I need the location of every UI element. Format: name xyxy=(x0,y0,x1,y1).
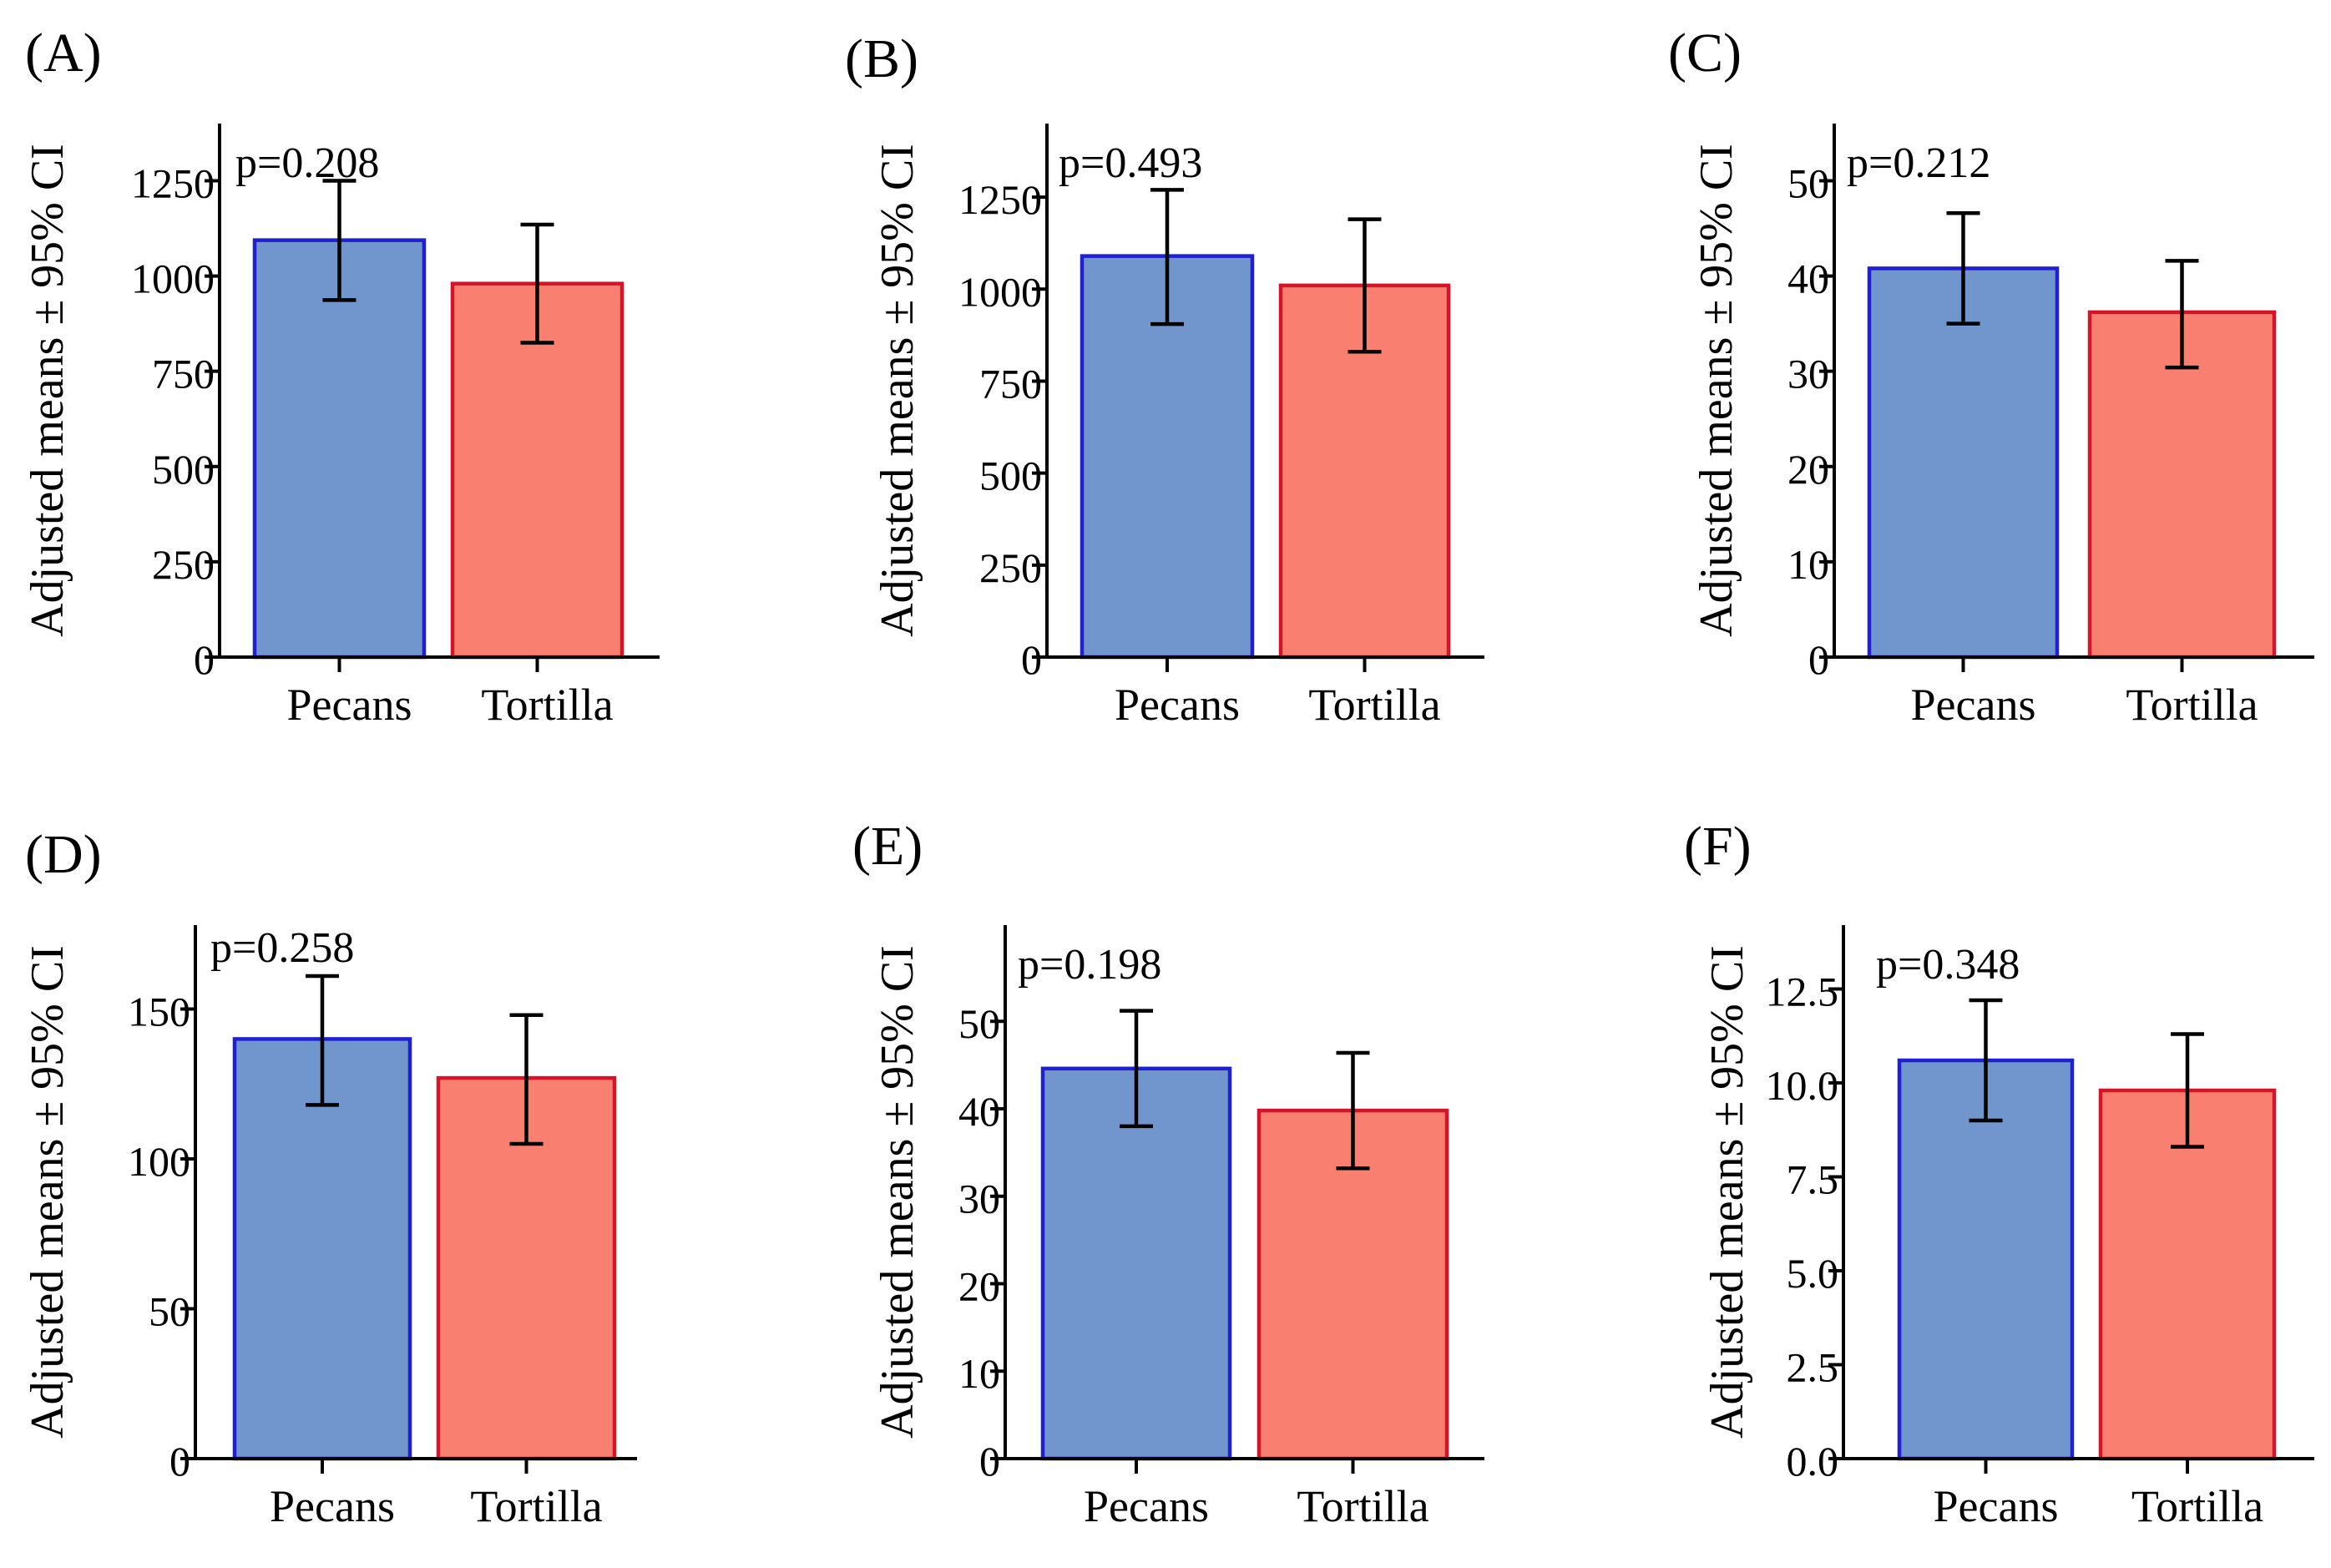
error-bar-pecans xyxy=(1150,188,1184,326)
x-tick-label-pecans: Pecans xyxy=(287,680,412,730)
error-bar-tortilla xyxy=(2171,1032,2204,1149)
y-tick-label: 500 xyxy=(152,446,215,493)
error-bar-pecans xyxy=(306,974,339,1107)
chart-panel-c: (C) Adjusted means ± 95% CI 0 10 20 30 40 50 Pec… xyxy=(1668,23,2314,730)
y-tick-label: 2.5 xyxy=(1787,1344,1839,1391)
error-bar-tortilla xyxy=(2165,259,2199,370)
y-tick-label: 0 xyxy=(1808,636,1829,683)
y-tick-label: 500 xyxy=(979,453,1042,499)
y-axis-title: Adjusted means ± 95% CI xyxy=(22,144,73,637)
y-tick-label: 40 xyxy=(1787,255,1829,302)
x-tick-label-tortilla: Tortilla xyxy=(470,1481,602,1531)
y-tick-label: 30 xyxy=(1787,351,1829,397)
y-tick-label: 20 xyxy=(1787,446,1829,493)
y-tick-label: 7.5 xyxy=(1787,1156,1839,1203)
error-bar-pecans xyxy=(322,179,356,302)
panel-label: (C) xyxy=(1668,23,1742,83)
x-tick-label-tortilla: Tortilla xyxy=(1297,1481,1428,1531)
bar-tortilla xyxy=(450,281,624,660)
y-tick-label: 1250 xyxy=(131,159,215,206)
panel-label: (F) xyxy=(1684,816,1752,877)
chart-panel-e: (E) Adjusted means ± 95% CI 0 10 20 30 40 50 Pec… xyxy=(852,816,1484,1531)
y-tick-label: 100 xyxy=(128,1138,190,1185)
error-bar-tortilla xyxy=(1348,217,1382,354)
bar-pecans xyxy=(1897,1058,2075,1461)
y-tick-label: 10 xyxy=(958,1350,1000,1397)
p-value-annotation: p=0.493 xyxy=(1059,139,1202,187)
x-tick-label-tortilla: Tortilla xyxy=(481,680,613,730)
y-tick-label: 0.0 xyxy=(1787,1438,1839,1485)
y-tick-label: 750 xyxy=(979,360,1042,407)
p-value-annotation: p=0.208 xyxy=(235,139,379,187)
y-tick-label: 0 xyxy=(1021,636,1042,683)
y-tick-label: 40 xyxy=(958,1088,1000,1135)
y-tick-label: 50 xyxy=(1787,159,1829,206)
bar-pecans xyxy=(1867,266,2060,660)
y-axis-title: Adjusted means ± 95% CI xyxy=(22,945,73,1439)
y-tick-label: 250 xyxy=(979,544,1042,591)
y-tick-label: 0 xyxy=(169,1438,190,1485)
chart-panel-d: (D) Adjusted means ± 95% CI 0 50 100 150 Pecan… xyxy=(22,824,637,1531)
bar-tortilla xyxy=(2098,1088,2277,1461)
error-bar-pecans xyxy=(1969,998,2003,1123)
chart-panel-b: (B) Adjusted means ± 95% CI 0 250 500 750 1000… xyxy=(845,28,1484,730)
x-tick-label-pecans: Pecans xyxy=(270,1481,395,1531)
y-tick-label: 1250 xyxy=(958,176,1042,223)
x-tick-label-pecans: Pecans xyxy=(1911,680,2036,730)
y-tick-label: 50 xyxy=(958,1000,1000,1047)
x-tick-label-tortilla: Tortilla xyxy=(1308,680,1440,730)
y-tick-label: 150 xyxy=(128,989,190,1035)
y-tick-label: 12.5 xyxy=(1766,969,1839,1015)
panel-label: (D) xyxy=(25,824,102,885)
panel-label: (B) xyxy=(845,28,918,89)
error-bar-tortilla xyxy=(1336,1050,1370,1171)
p-value-annotation: p=0.198 xyxy=(1018,941,1161,989)
y-tick-label: 30 xyxy=(958,1176,1000,1222)
p-value-annotation: p=0.212 xyxy=(1847,139,1990,187)
chart-panel-f: (F) Adjusted means ± 95% CI 0.0 2.5 5.0 7.5 10… xyxy=(1684,816,2314,1531)
error-bar-pecans xyxy=(1120,1009,1153,1129)
error-bar-tortilla xyxy=(509,1013,544,1146)
x-tick-label-tortilla: Tortilla xyxy=(2131,1481,2263,1531)
error-bar-pecans xyxy=(1946,211,1980,326)
y-tick-label: 20 xyxy=(958,1262,1000,1309)
y-tick-label: 750 xyxy=(152,351,215,397)
x-tick-label-tortilla: Tortilla xyxy=(2126,680,2258,730)
y-tick-label: 50 xyxy=(149,1288,190,1335)
x-tick-label-pecans: Pecans xyxy=(1115,680,1240,730)
x-tick-label-pecans: Pecans xyxy=(1934,1481,2059,1531)
p-value-annotation: p=0.348 xyxy=(1876,941,2020,989)
p-value-annotation: p=0.258 xyxy=(210,924,354,972)
y-axis-title: Adjusted means ± 95% CI xyxy=(1701,945,1753,1439)
y-axis-title: Adjusted means ± 95% CI xyxy=(872,144,923,637)
error-bar-tortilla xyxy=(520,222,554,345)
bar-pecans xyxy=(232,1037,412,1461)
panel-label: (A) xyxy=(25,23,102,83)
chart-panel-a: (A) Adjusted means ± 95% CI 0 250 500 750 1000… xyxy=(22,23,660,730)
y-tick-label: 1000 xyxy=(958,268,1042,315)
y-tick-label: 0 xyxy=(979,1438,1000,1485)
y-tick-label: 10.0 xyxy=(1766,1062,1839,1109)
bar-pecans xyxy=(252,238,427,660)
x-tick-label-pecans: Pecans xyxy=(1084,1481,1209,1531)
y-tick-label: 5.0 xyxy=(1787,1250,1839,1297)
y-axis-title: Adjusted means ± 95% CI xyxy=(872,945,923,1439)
y-tick-label: 10 xyxy=(1787,541,1829,588)
y-tick-label: 250 xyxy=(152,541,215,588)
bar-tortilla xyxy=(2087,310,2277,660)
y-tick-label: 0 xyxy=(194,636,215,683)
y-tick-label: 1000 xyxy=(131,255,215,302)
panel-label: (E) xyxy=(852,816,923,877)
y-axis-title: Adjusted means ± 95% CI xyxy=(1691,144,1742,637)
